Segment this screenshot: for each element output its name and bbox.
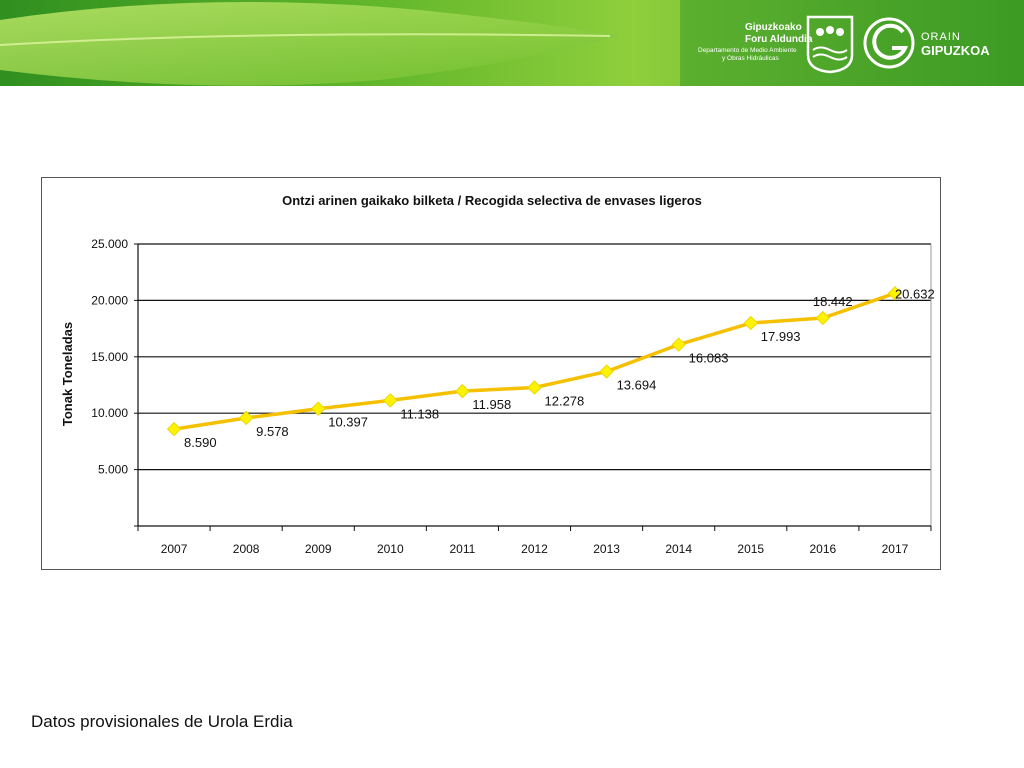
data-point-marker: [383, 393, 398, 408]
data-point-marker: [815, 310, 831, 326]
data-point-marker: [238, 410, 254, 426]
data-point-marker: [527, 380, 542, 395]
data-label: 20.632: [895, 286, 935, 301]
data-label: 12.278: [545, 394, 585, 409]
x-tick-label: 2015: [737, 542, 764, 556]
x-tick-label: 2008: [233, 542, 260, 556]
x-tick-label: 2010: [377, 542, 404, 556]
data-point-marker: [455, 383, 470, 399]
data-point-marker: [671, 337, 686, 352]
x-tick-label: 2009: [305, 542, 332, 556]
x-tick-label: 2012: [521, 542, 548, 556]
data-point-marker: [166, 421, 182, 437]
dept-line2: y Obras Hidráulicas: [722, 55, 779, 62]
data-label: 10.397: [328, 415, 368, 430]
x-tick-label: 2011: [450, 542, 476, 556]
x-tick-label: 2014: [665, 542, 692, 556]
data-label: 18.442: [813, 294, 853, 309]
series-line: [166, 286, 903, 437]
y-axis-label: Tonak Toneladas: [60, 322, 75, 426]
grid-lines: [138, 243, 931, 471]
x-tick-label: 2013: [593, 542, 620, 556]
data-label: 17.993: [761, 329, 801, 344]
data-label: 11.958: [472, 397, 511, 412]
y-tick-label: 10.000: [91, 406, 128, 420]
y-tick-label: 25.000: [91, 237, 128, 251]
org-line1: Gipuzkoako: [745, 22, 802, 33]
coat-of-arms-icon: [806, 15, 854, 74]
line-chart: Ontzi arinen gaikako bilketa / Recogida …: [60, 193, 935, 556]
brand-small: ORAIN: [921, 31, 961, 43]
header-banner: Gipuzkoako Foru Aldundia Departamento de…: [0, 0, 1024, 86]
data-labels: 8.590 9.578 10.397 11.138 11.958 12.278 13.694…: [184, 286, 935, 450]
chart-title: Ontzi arinen gaikako bilketa / Recogida …: [282, 193, 702, 208]
footnote: Datos provisionales de Urola Erdia: [31, 712, 293, 731]
data-label: 11.138: [400, 406, 439, 421]
data-point-marker: [599, 364, 614, 379]
x-tick-label: 2016: [810, 542, 837, 556]
data-point-marker: [311, 401, 326, 416]
data-point-marker: [887, 286, 903, 301]
axes: 5.000 10.000 15.000 20.000 25.000 2007 2008 200…: [91, 237, 932, 556]
leaf-background: Gipuzkoako Foru Aldundia Departamento de…: [0, 0, 1024, 86]
chart-frame: Ontzi arinen gaikako bilketa / Recogida …: [41, 177, 941, 570]
org-line2: Foru Aldundia: [745, 34, 813, 45]
data-point-marker: [743, 315, 758, 331]
data-label: 8.590: [184, 435, 217, 450]
data-label: 13.694: [617, 378, 657, 393]
gipuzkoa-logo: Gipuzkoako Foru Aldundia Departamento de…: [698, 15, 854, 74]
y-tick-label: 15.000: [91, 350, 128, 364]
data-label: 16.083: [689, 351, 729, 366]
x-tick-label: 2017: [882, 542, 909, 556]
x-tick-label: 2007: [161, 542, 188, 556]
brand-large: GIPUZKOA: [921, 43, 990, 58]
orain-gipuzkoa-logo: ORAIN GIPUZKOA: [863, 17, 990, 69]
series-polyline: [173, 291, 896, 431]
y-tick-label: 5.000: [98, 463, 128, 477]
y-tick-label: 20.000: [91, 293, 128, 307]
data-label: 9.578: [256, 424, 289, 439]
dept-line1: Departamento de Medio Ambiente: [698, 47, 797, 54]
